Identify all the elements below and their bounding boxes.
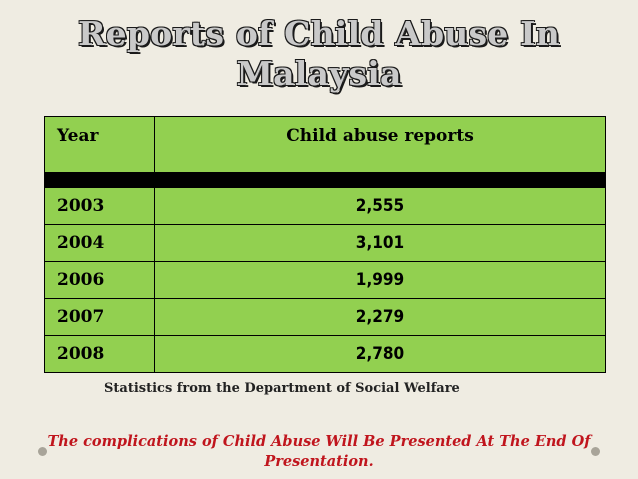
table-row: 2003 2,555 xyxy=(44,187,606,225)
source-caption: Statistics from the Department of Social… xyxy=(104,381,460,396)
year-cell: 2006 xyxy=(44,261,155,299)
year-cell: 2007 xyxy=(44,298,155,336)
reports-cell: 3,101 xyxy=(154,224,606,262)
reports-cell: 2,279 xyxy=(154,298,606,336)
title-line-2: Malaysia xyxy=(236,54,402,93)
year-cell: 2008 xyxy=(44,335,155,373)
table-row: 2008 2,780 xyxy=(44,335,606,373)
header-reports: Child abuse reports xyxy=(154,116,606,173)
table-row: 2006 1,999 xyxy=(44,261,606,299)
table-header-row: Year Child abuse reports xyxy=(44,116,606,173)
slide-title: Reports of Child Abuse In Malaysia xyxy=(0,14,638,94)
table-row: 2007 2,279 xyxy=(44,298,606,336)
reports-cell: 2,780 xyxy=(154,335,606,373)
bullet-dot-right xyxy=(591,447,600,456)
reports-cell: 2,555 xyxy=(154,187,606,225)
reports-cell: 1,999 xyxy=(154,261,606,299)
table-row: 2004 3,101 xyxy=(44,224,606,262)
table-separator-row xyxy=(44,172,606,188)
year-cell: 2004 xyxy=(44,224,155,262)
presentation-note: The complications of Child Abuse Will Be… xyxy=(47,433,591,470)
bullet-dot-left xyxy=(38,447,47,456)
header-year: Year xyxy=(44,116,155,173)
abuse-reports-table: Year Child abuse reports 2003 2,555 2004… xyxy=(44,116,606,373)
year-cell: 2003 xyxy=(44,187,155,225)
title-line-1: Reports of Child Abuse In xyxy=(78,14,560,53)
